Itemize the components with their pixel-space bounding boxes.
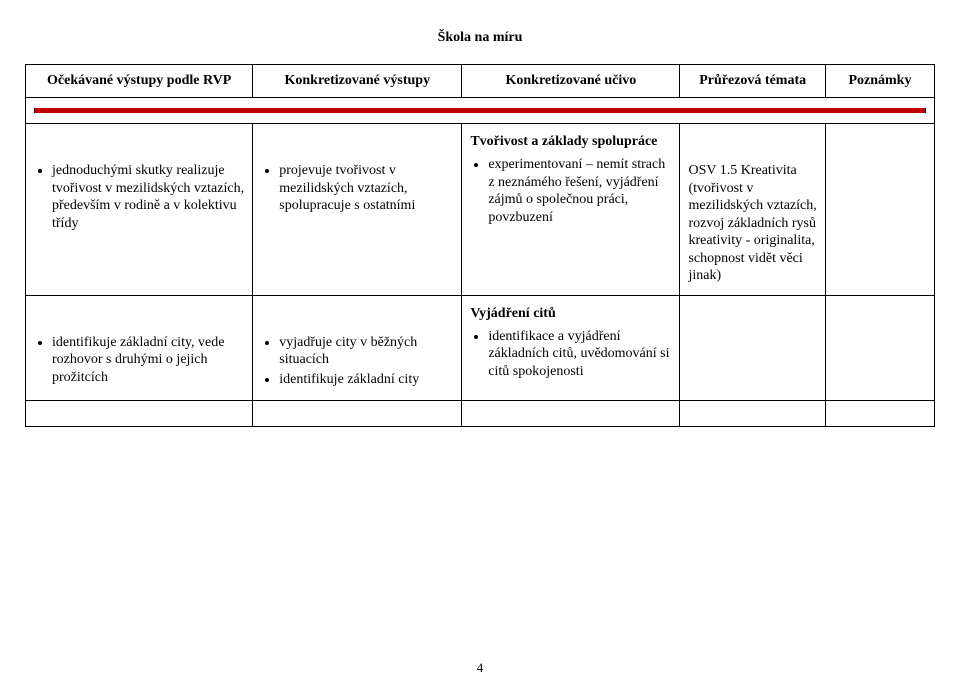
cell-empty (825, 401, 934, 427)
cell-r1-c3: Tvořivost a základy spolupráce experimen… (462, 124, 680, 296)
list-item: identifikuje základní city, vede rozhovo… (52, 334, 244, 387)
cell-r1-c5 (825, 124, 934, 296)
page-number: 4 (0, 660, 960, 676)
cell-empty (462, 401, 680, 427)
list-item: jednoduchými skutky realizuje tvořivost … (52, 162, 244, 232)
list-item: vyjadřuje city v běžných situacích (279, 334, 453, 369)
section-heading: Tvořivost a základy spolupráce (470, 134, 671, 150)
list-item: identifikace a vyjádření základních citů… (488, 328, 671, 381)
header-row: Očekávané výstupy podle RVP Konkretizova… (26, 65, 935, 98)
accent-bar (34, 108, 926, 113)
cell-empty (680, 401, 825, 427)
cell-r2-c5 (825, 295, 934, 401)
cell-r1-c1: jednoduchými skutky realizuje tvořivost … (26, 124, 253, 296)
document-title: Škola na míru (25, 30, 935, 46)
list-item: experimentovaní – nemít strach z neznámé… (488, 156, 671, 226)
curriculum-table: Očekávané výstupy podle RVP Konkretizova… (25, 64, 935, 427)
cell-empty (26, 401, 253, 427)
list-item: identifikuje základní city (279, 371, 453, 389)
cell-empty (253, 401, 462, 427)
cell-r1-c2: projevuje tvořivost v mezilidských vztaz… (253, 124, 462, 296)
cross-topic-text: OSV 1.5 Kreativita (tvořivost v mezilids… (688, 162, 816, 285)
header-col-4: Průřezová témata (680, 65, 825, 98)
header-col-2: Konkretizované výstupy (253, 65, 462, 98)
accent-row (26, 98, 935, 124)
list-item: projevuje tvořivost v mezilidských vztaz… (279, 162, 453, 215)
cell-r2-c2: vyjadřuje city v běžných situacích ident… (253, 295, 462, 401)
header-col-3: Konkretizované učivo (462, 65, 680, 98)
cell-r2-c1: identifikuje základní city, vede rozhovo… (26, 295, 253, 401)
table-row: identifikuje základní city, vede rozhovo… (26, 295, 935, 401)
cell-r1-c4: OSV 1.5 Kreativita (tvořivost v mezilids… (680, 124, 825, 296)
table-row: jednoduchými skutky realizuje tvořivost … (26, 124, 935, 296)
cell-r2-c3: Vyjádření citů identifikace a vyjádření … (462, 295, 680, 401)
table-row-empty (26, 401, 935, 427)
section-heading: Vyjádření citů (470, 306, 671, 322)
header-col-5: Poznámky (825, 65, 934, 98)
header-col-1: Očekávané výstupy podle RVP (26, 65, 253, 98)
cell-r2-c4 (680, 295, 825, 401)
